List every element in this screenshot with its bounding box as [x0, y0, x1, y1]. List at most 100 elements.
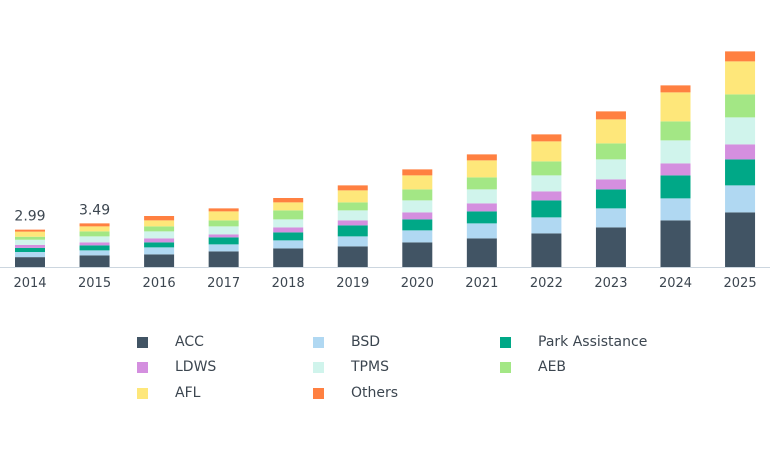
bar-segment-bsd-2019[interactable]: [337, 236, 368, 247]
bar-segment-park-assistance-2016[interactable]: [144, 242, 175, 248]
bar-segment-afl-2024[interactable]: [660, 92, 691, 122]
bar-segment-tpms-2016[interactable]: [144, 231, 175, 239]
bar-segment-park-assistance-2025[interactable]: [725, 159, 756, 186]
bar-segment-acc-2023[interactable]: [595, 227, 626, 267]
bar-segment-others-2014[interactable]: [15, 229, 45, 232]
bar-segment-acc-2015[interactable]: [79, 255, 110, 267]
bar-segment-tpms-2023[interactable]: [595, 159, 626, 180]
bar-segment-aeb-2023[interactable]: [595, 143, 626, 160]
x-tick-label: 2016: [143, 276, 176, 291]
bar-segment-park-assistance-2020[interactable]: [402, 219, 433, 231]
bar-segment-park-assistance-2018[interactable]: [273, 232, 304, 241]
bar-segment-others-2019[interactable]: [337, 185, 368, 191]
bar-segment-bsd-2021[interactable]: [466, 223, 497, 239]
bar-segment-bsd-2018[interactable]: [273, 240, 304, 249]
bar-segment-aeb-2019[interactable]: [337, 202, 368, 211]
bar-segment-tpms-2022[interactable]: [531, 175, 562, 192]
bar-segment-acc-2017[interactable]: [208, 251, 239, 267]
bar-segment-aeb-2018[interactable]: [273, 210, 304, 220]
bar-segment-park-assistance-2024[interactable]: [660, 175, 691, 199]
bar-segment-bsd-2023[interactable]: [595, 208, 626, 228]
bar-segment-park-assistance-2019[interactable]: [337, 225, 368, 237]
bar-segment-ldws-2016[interactable]: [144, 238, 175, 243]
bar-segment-afl-2020[interactable]: [402, 175, 433, 190]
bar-segment-bsd-2024[interactable]: [660, 198, 691, 221]
bar-segment-others-2023[interactable]: [595, 111, 626, 120]
bar-segment-tpms-2024[interactable]: [660, 140, 691, 164]
bar-segment-tpms-2020[interactable]: [402, 200, 433, 213]
bar-segment-others-2017[interactable]: [208, 208, 239, 212]
bar-segment-tpms-2021[interactable]: [466, 189, 497, 204]
bar-segment-park-assistance-2021[interactable]: [466, 211, 497, 224]
bar-segment-acc-2020[interactable]: [402, 242, 433, 267]
bar-segment-acc-2022[interactable]: [531, 233, 562, 267]
bar-segment-afl-2019[interactable]: [337, 190, 368, 203]
bar-segment-afl-2022[interactable]: [531, 141, 562, 162]
bar-segment-afl-2016[interactable]: [144, 220, 175, 227]
bar-segment-aeb-2022[interactable]: [531, 161, 562, 176]
bar-segment-tpms-2017[interactable]: [208, 226, 239, 235]
bar-segment-tpms-2025[interactable]: [725, 117, 756, 145]
bar-segment-park-assistance-2022[interactable]: [531, 200, 562, 218]
bar-segment-afl-2014[interactable]: [15, 231, 45, 237]
bar-segment-park-assistance-2014[interactable]: [15, 247, 45, 252]
bar-segment-others-2021[interactable]: [466, 154, 497, 161]
bar-segment-aeb-2020[interactable]: [402, 189, 433, 201]
bar-segment-tpms-2014[interactable]: [15, 239, 45, 245]
bar-segment-ldws-2024[interactable]: [660, 163, 691, 176]
bar-segment-aeb-2025[interactable]: [725, 94, 756, 118]
bar-segment-acc-2025[interactable]: [725, 212, 756, 267]
bar-segment-tpms-2018[interactable]: [273, 219, 304, 228]
bar-segment-aeb-2016[interactable]: [144, 226, 175, 232]
bar-segment-afl-2023[interactable]: [595, 119, 626, 144]
bar-segment-ldws-2015[interactable]: [79, 242, 110, 246]
bar-segment-bsd-2017[interactable]: [208, 244, 239, 252]
bar-segment-bsd-2022[interactable]: [531, 217, 562, 234]
bar-segment-acc-2024[interactable]: [660, 220, 691, 267]
bar-segment-bsd-2015[interactable]: [79, 250, 110, 256]
bar-segment-others-2015[interactable]: [79, 223, 110, 227]
bar-segment-aeb-2017[interactable]: [208, 220, 239, 227]
bar-segment-acc-2021[interactable]: [466, 238, 497, 267]
bar-segment-park-assistance-2023[interactable]: [595, 189, 626, 209]
bar-segment-ldws-2019[interactable]: [337, 220, 368, 226]
bar-segment-acc-2019[interactable]: [337, 246, 368, 267]
bar-segment-bsd-2020[interactable]: [402, 230, 433, 243]
bar-segment-afl-2017[interactable]: [208, 211, 239, 221]
bar-segment-bsd-2016[interactable]: [144, 247, 175, 255]
bar-segment-ldws-2018[interactable]: [273, 227, 304, 233]
data-label: 3.49: [79, 202, 110, 218]
bar-segment-tpms-2015[interactable]: [79, 236, 110, 243]
bar-segment-ldws-2020[interactable]: [402, 212, 433, 220]
bar-segment-others-2020[interactable]: [402, 169, 433, 176]
bar-segment-ldws-2014[interactable]: [15, 244, 45, 248]
bar-segment-park-assistance-2017[interactable]: [208, 237, 239, 245]
bar-segment-aeb-2024[interactable]: [660, 121, 691, 141]
bar-segment-tpms-2019[interactable]: [337, 210, 368, 221]
bar-segment-others-2024[interactable]: [660, 85, 691, 93]
bar-segment-ldws-2023[interactable]: [595, 179, 626, 190]
bar-segment-aeb-2021[interactable]: [466, 177, 497, 190]
bar-segment-afl-2015[interactable]: [79, 226, 110, 232]
bar-segment-acc-2016[interactable]: [144, 254, 175, 267]
bar-segment-bsd-2025[interactable]: [725, 185, 756, 213]
bar-segment-acc-2018[interactable]: [273, 248, 304, 267]
bar-segment-afl-2018[interactable]: [273, 202, 304, 211]
bar-segment-ldws-2017[interactable]: [208, 234, 239, 238]
bar-segment-aeb-2014[interactable]: [15, 236, 45, 240]
bar-segment-aeb-2015[interactable]: [79, 231, 110, 237]
bar-segment-park-assistance-2015[interactable]: [79, 245, 110, 251]
bar-segment-acc-2014[interactable]: [15, 257, 45, 267]
bar-segment-ldws-2025[interactable]: [725, 144, 756, 160]
bar-segment-bsd-2014[interactable]: [15, 252, 45, 258]
bar-segment-ldws-2022[interactable]: [531, 191, 562, 201]
bar-segment-others-2016[interactable]: [144, 216, 175, 221]
bar-segment-others-2025[interactable]: [725, 51, 756, 62]
bar-segment-ldws-2021[interactable]: [466, 203, 497, 212]
bar-segment-others-2022[interactable]: [531, 134, 562, 142]
bar-segment-afl-2025[interactable]: [725, 61, 756, 95]
bar-segment-others-2018[interactable]: [273, 198, 304, 203]
bar-segment-afl-2021[interactable]: [466, 160, 497, 178]
